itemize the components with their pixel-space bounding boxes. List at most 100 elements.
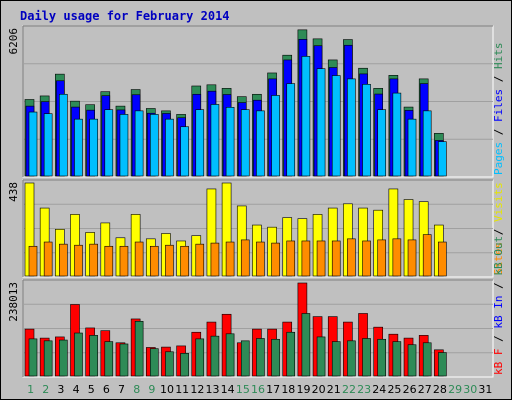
day-label: 22 xyxy=(342,383,356,396)
bar-kb-in xyxy=(225,333,235,377)
y-max-label: 238013 xyxy=(7,282,20,322)
bar-sites xyxy=(392,238,402,277)
bar-hits xyxy=(407,118,417,177)
bar-kb-in xyxy=(28,338,38,377)
day-label: 23 xyxy=(357,383,371,396)
bar-kb-in xyxy=(407,344,417,377)
day-label: 28 xyxy=(433,383,447,396)
bar-sites xyxy=(407,239,417,277)
bar-sites xyxy=(286,240,296,277)
legend-entry: / xyxy=(492,276,505,296)
day-label: 8 xyxy=(133,383,140,396)
bar-sites xyxy=(347,238,356,277)
bar-hits xyxy=(422,110,432,177)
bar-kb-in xyxy=(301,313,311,377)
bar-kb-in xyxy=(74,332,83,377)
day-label: 17 xyxy=(266,383,280,396)
day-label: 31 xyxy=(478,383,492,396)
bar-kb-in xyxy=(316,336,326,377)
bar-sites xyxy=(240,239,250,277)
day-label: 20 xyxy=(312,383,326,396)
bar-sites xyxy=(316,240,326,277)
legend-entry: Sites xyxy=(492,242,505,275)
day-label: 3 xyxy=(57,383,64,396)
bar-hits xyxy=(225,107,235,177)
bar-hits xyxy=(286,83,296,177)
day-label: 19 xyxy=(296,383,310,396)
legend-entry: kB In xyxy=(492,296,505,329)
bar-kb-in xyxy=(149,348,159,377)
bar-hits xyxy=(347,78,356,177)
day-label: 1 xyxy=(27,383,34,396)
series-legend: Pages / Files / Hits xyxy=(492,43,505,176)
bar-kb-in xyxy=(347,340,356,377)
day-label: 4 xyxy=(73,383,80,396)
bar-hits xyxy=(149,114,159,177)
bar-sites xyxy=(301,240,311,277)
bar-hits xyxy=(165,118,174,177)
bar-kb-in xyxy=(392,341,402,377)
legend-entry: / xyxy=(492,69,505,89)
bar-hits xyxy=(316,68,326,177)
bar-hits xyxy=(119,114,129,177)
bar-kb-in xyxy=(43,340,53,377)
legend-entry: Visits xyxy=(492,182,505,222)
y-max-label: 6206 xyxy=(7,28,20,55)
bar-sites xyxy=(104,245,114,277)
x-axis-day-labels: 1 2 3 4 5 6 7 8 9 10 11 12 13 14 15 16 17 18 19 20 21 22 23 24 2… xyxy=(27,383,492,396)
series-legend: kB F / kB In / kB Out xyxy=(492,236,505,375)
bar-kb-in xyxy=(89,335,98,377)
bar-hits xyxy=(362,84,371,177)
bar-sites xyxy=(180,245,189,277)
day-label: 15 xyxy=(236,383,250,396)
bar-kb-in xyxy=(377,338,387,377)
day-label: 14 xyxy=(221,383,235,396)
bar-kb-in xyxy=(438,352,447,377)
bar-sites xyxy=(28,245,38,277)
legend-entry: / xyxy=(492,222,505,242)
bar-sites xyxy=(438,241,447,277)
bar-sites xyxy=(134,241,144,277)
day-label: 21 xyxy=(327,383,341,396)
bar-sites xyxy=(89,243,98,277)
panel-visits-pages-hits: 6206 Pages / Files / Hits xyxy=(7,25,505,178)
bar-hits xyxy=(377,109,387,177)
bar-hits xyxy=(180,126,189,177)
legend-entry: Files xyxy=(492,89,505,122)
bar-kb-in xyxy=(180,353,189,377)
bar-hits xyxy=(301,56,311,177)
bar-hits xyxy=(438,141,447,177)
bar-sites xyxy=(59,243,68,277)
day-label: 2 xyxy=(42,383,49,396)
bar-sites xyxy=(195,243,205,277)
day-label: 16 xyxy=(251,383,265,396)
day-label: 11 xyxy=(175,383,189,396)
bar-hits xyxy=(28,111,38,177)
bar-kb-in xyxy=(271,338,280,377)
day-label: 13 xyxy=(206,383,220,396)
bar-hits xyxy=(240,109,250,177)
bar-sites xyxy=(225,241,235,277)
day-label: 27 xyxy=(418,383,432,396)
bar-hits xyxy=(89,118,98,177)
day-label: 24 xyxy=(372,383,386,396)
bar-kb-in xyxy=(210,335,220,377)
bar-kb-in xyxy=(256,338,265,377)
bar-hits xyxy=(43,113,53,177)
bar-hits xyxy=(271,95,280,177)
bar-kb-in xyxy=(59,339,68,377)
bar-kb-in xyxy=(362,338,371,377)
bar-sites xyxy=(256,241,265,277)
bar-kb-in xyxy=(119,343,129,377)
legend-entry: / xyxy=(492,329,505,349)
bar-hits xyxy=(256,110,265,177)
bar-kb-in xyxy=(331,341,341,377)
bar-kb-in xyxy=(422,342,432,377)
bar-kb-in xyxy=(195,338,205,377)
bar-sites xyxy=(165,244,174,277)
day-label: 10 xyxy=(160,383,174,396)
y-max-label: 438 xyxy=(7,182,20,202)
bar-kb-in xyxy=(104,341,114,377)
day-label: 5 xyxy=(88,383,95,396)
